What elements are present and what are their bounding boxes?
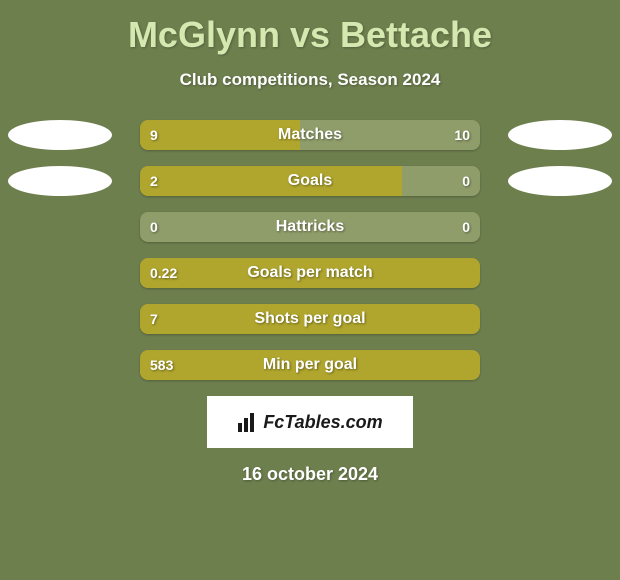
- player-avatar-right: [508, 120, 612, 150]
- stat-row: Goals20: [0, 166, 620, 196]
- bar-left: [140, 258, 480, 288]
- player-avatar-left: [8, 166, 112, 196]
- stat-row: Hattricks00: [0, 212, 620, 242]
- date-label: 16 october 2024: [0, 464, 620, 485]
- subtitle: Club competitions, Season 2024: [0, 70, 620, 90]
- player-avatar-left: [8, 120, 112, 150]
- page-title: McGlynn vs Bettache: [0, 0, 620, 56]
- stat-row: Min per goal583: [0, 350, 620, 380]
- stat-row: Goals per match0.22: [0, 258, 620, 288]
- bar-track: [140, 258, 480, 288]
- bar-track: [140, 166, 480, 196]
- comparison-chart: Matches910 Goals20 Hattricks00 Goals per ma…: [0, 120, 620, 380]
- bar-right: [300, 120, 480, 150]
- stat-row: Matches910: [0, 120, 620, 150]
- bar-track: [140, 212, 480, 242]
- chart-icon: [237, 411, 259, 433]
- bar-left: [140, 350, 480, 380]
- bar-track: [140, 120, 480, 150]
- stat-row: Shots per goal7: [0, 304, 620, 334]
- bar-left: [140, 166, 402, 196]
- bar-left: [140, 120, 300, 150]
- fctables-logo: FcTables.com: [207, 396, 413, 448]
- logo-text: FcTables.com: [263, 412, 382, 433]
- bar-right: [402, 166, 480, 196]
- bar-track: [140, 304, 480, 334]
- player-avatar-right: [508, 166, 612, 196]
- bar-track: [140, 350, 480, 380]
- bar-left: [140, 304, 480, 334]
